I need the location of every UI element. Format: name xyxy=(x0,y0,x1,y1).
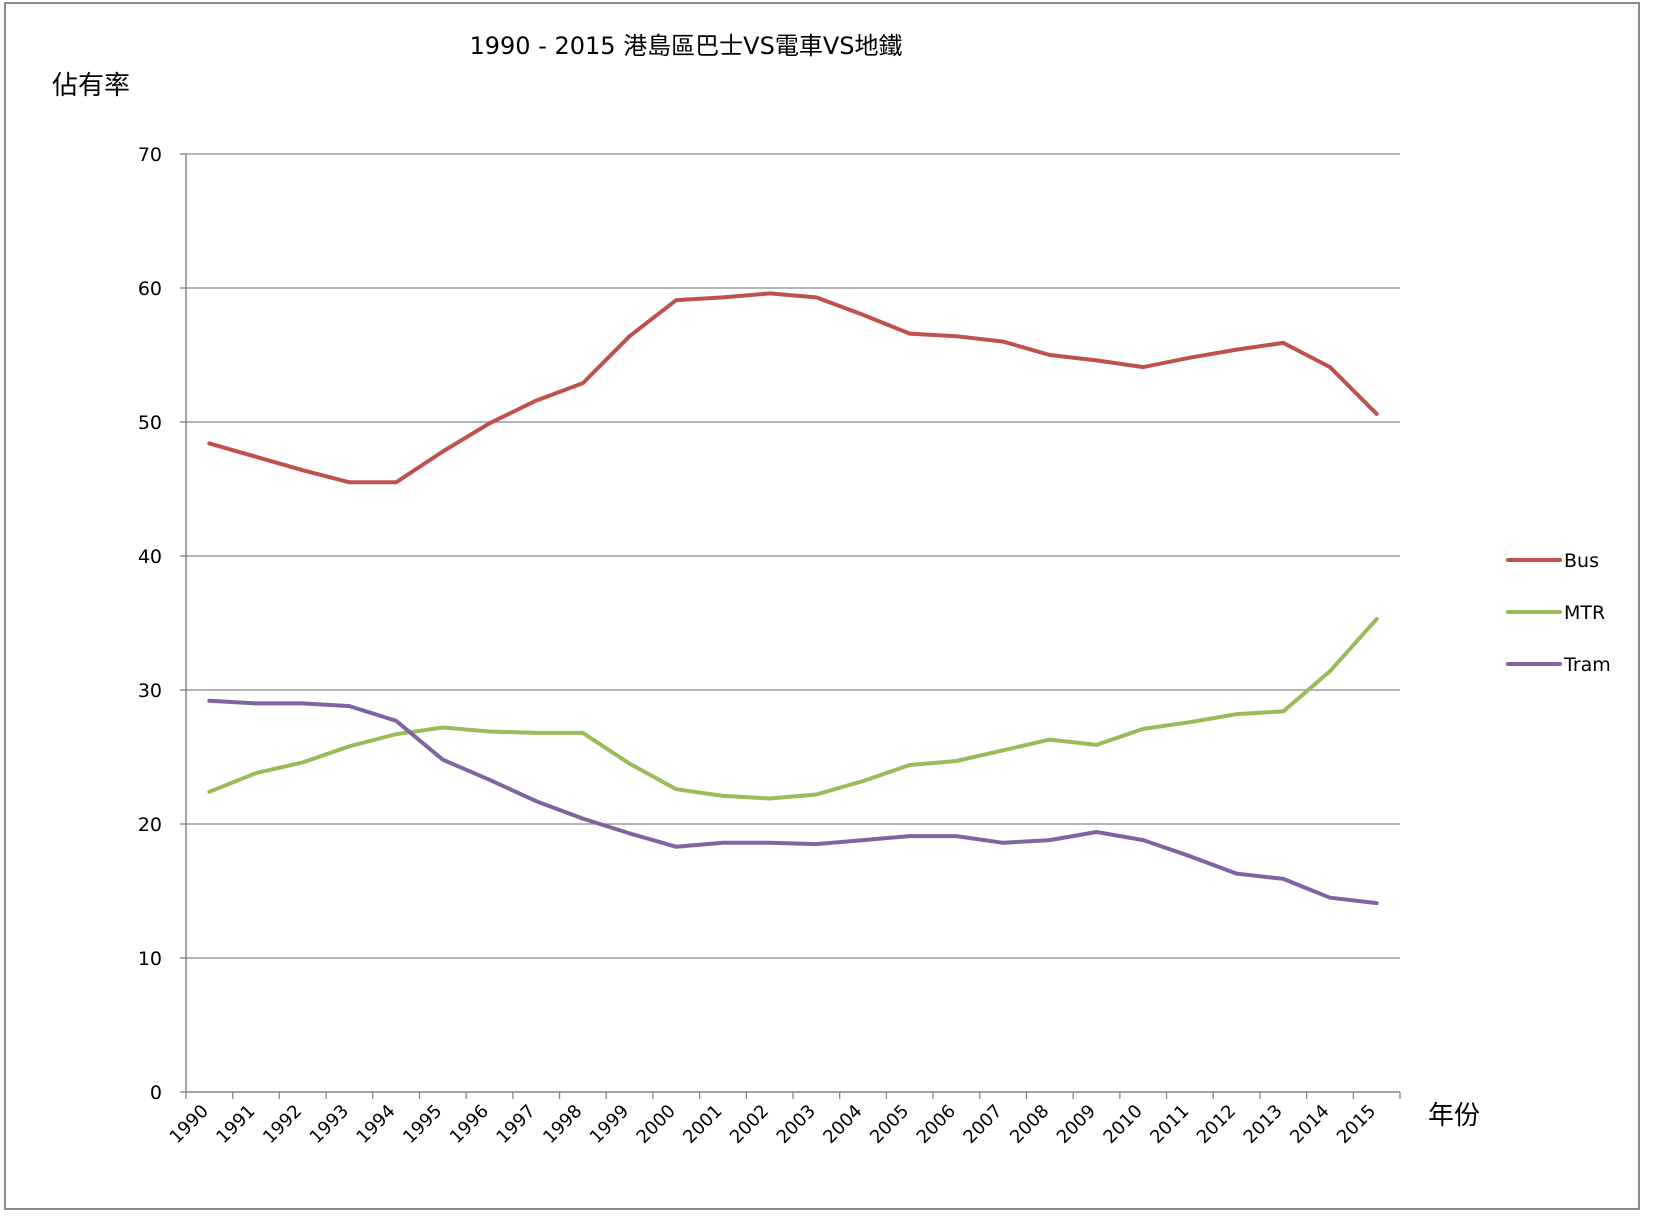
x-tick-label: 2001 xyxy=(679,1101,726,1148)
chart-frame: 1990 - 2015 港島區巴士VS電車VS地鐵 佔有率 年份 0 10 20 30… xyxy=(4,2,1640,1210)
series-line-tram xyxy=(207,698,1379,906)
chart-title: 1990 - 2015 港島區巴士VS電車VS地鐵 xyxy=(469,32,902,60)
legend-item-bus[interactable]: Bus xyxy=(1506,550,1599,572)
y-tick-label: 30 xyxy=(138,680,162,702)
legend-label-tram: Tram xyxy=(1563,654,1611,676)
y-tick-label: 40 xyxy=(138,546,162,568)
x-tick-label: 2012 xyxy=(1193,1101,1240,1148)
x-tick-label: 2015 xyxy=(1333,1101,1380,1148)
series-line-mtr xyxy=(207,617,1379,801)
legend-item-mtr[interactable]: MTR xyxy=(1506,602,1605,624)
x-tick-label: 1990 xyxy=(166,1101,213,1148)
x-tick-label: 2003 xyxy=(773,1101,820,1148)
x-tick-label: 1993 xyxy=(306,1101,353,1148)
line-chart: 1990 - 2015 港島區巴士VS電車VS地鐵 佔有率 年份 0 10 20 30… xyxy=(52,32,1611,1148)
x-tick-label: 2006 xyxy=(913,1101,960,1148)
y-tick-label: 20 xyxy=(138,814,162,836)
x-tick-label: 1994 xyxy=(352,1101,399,1148)
x-tick-label: 2009 xyxy=(1053,1101,1100,1148)
legend-label-bus: Bus xyxy=(1564,550,1599,572)
x-tick-labels: 1990 1991 1992 1993 1994 1995 1996 1997 1998 1999… xyxy=(166,1101,1381,1148)
gridlines xyxy=(186,153,1400,959)
x-tick-label: 2005 xyxy=(866,1101,913,1148)
legend[interactable]: Bus MTR Tram xyxy=(1506,550,1611,676)
x-tick-label: 2011 xyxy=(1146,1101,1193,1148)
x-tick-label: 2008 xyxy=(1006,1101,1053,1148)
x-tick-label: 2002 xyxy=(726,1101,773,1148)
x-tick-label: 2014 xyxy=(1286,1101,1333,1148)
legend-label-mtr: MTR xyxy=(1564,602,1605,624)
x-tick-label: 1999 xyxy=(586,1101,633,1148)
x-tick-label: 1995 xyxy=(399,1101,446,1148)
legend-item-tram[interactable]: Tram xyxy=(1506,654,1611,676)
x-tick-label: 2013 xyxy=(1240,1101,1287,1148)
y-tick-labels: 0 10 20 30 40 50 60 70 xyxy=(138,144,162,1104)
y-axis-title: 佔有率 xyxy=(52,71,130,101)
y-tick-label: 10 xyxy=(138,948,162,970)
y-tick-label: 50 xyxy=(138,412,162,434)
x-tick-label: 1991 xyxy=(212,1101,259,1148)
x-tick-label: 2010 xyxy=(1099,1101,1146,1148)
x-tick-label: 1996 xyxy=(446,1101,493,1148)
x-tick-label: 2007 xyxy=(959,1101,1006,1148)
x-tick-label: 1998 xyxy=(539,1101,586,1148)
x-tick-label: 2000 xyxy=(633,1101,680,1148)
y-tick-label: 60 xyxy=(138,278,162,300)
y-tick-label: 0 xyxy=(150,1082,162,1104)
y-tick-label: 70 xyxy=(138,144,162,166)
x-axis-title: 年份 xyxy=(1428,1101,1480,1131)
x-tick-label: 2004 xyxy=(819,1101,866,1148)
data-series xyxy=(207,291,1379,906)
series-line-bus xyxy=(207,291,1379,485)
x-tick-label: 1992 xyxy=(259,1101,306,1148)
axes xyxy=(180,153,1401,1099)
x-tick-label: 1997 xyxy=(492,1101,539,1148)
